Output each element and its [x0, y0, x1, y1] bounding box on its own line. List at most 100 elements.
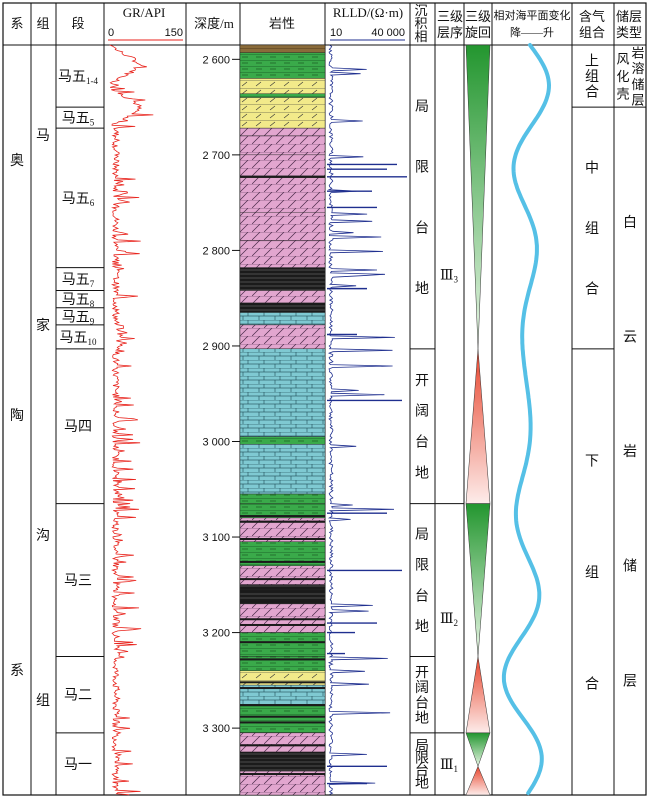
- facies-1-char-0: 开: [415, 374, 429, 389]
- segment-label-1: 马五5: [62, 111, 95, 128]
- facies-3-char-2: 台: [415, 695, 429, 711]
- header-sealevel: 相对海平面变化: [494, 8, 571, 22]
- segment-label-6: 马五10: [60, 330, 98, 347]
- interbed-line: [240, 755, 325, 758]
- facies-3-char-3: 地: [415, 711, 429, 727]
- column-dividers: [30, 3, 615, 795]
- reservoir-a-char-0: 风: [616, 52, 629, 67]
- facies-0-char-1: 限: [415, 160, 429, 176]
- group-name-char-0: 马: [36, 128, 50, 144]
- reservoir-c-char-4: 层: [623, 674, 637, 689]
- facies-3-char-1: 阔: [415, 680, 429, 696]
- facies-1-char-3: 地: [415, 466, 429, 482]
- facies-4-char-1: 限: [415, 751, 429, 767]
- lithology-band-20: [239, 493, 326, 504]
- lithology-band-32: [239, 732, 326, 753]
- interbed-line: [240, 721, 325, 724]
- depth-label-1: 2 700: [202, 150, 230, 162]
- lithology-band-8: [239, 175, 326, 179]
- reservoir-a-char-2: 壳: [616, 87, 629, 102]
- system-name-char-2: 系: [10, 663, 24, 679]
- header-gas: 含气 组合: [579, 9, 605, 40]
- gas-group-2-char-2: 合: [585, 676, 599, 692]
- depth-label-2: 2 800: [202, 245, 230, 257]
- reservoir-c-char-0: 白: [623, 215, 637, 231]
- lithology-band-5: [239, 127, 326, 136]
- interbed-line: [240, 537, 325, 540]
- gas-group-1-char-2: 合: [585, 281, 599, 297]
- svg-text:相: 相: [414, 29, 427, 44]
- gr-curve: [109, 44, 154, 796]
- gas-group-2-char-1: 组: [585, 565, 599, 581]
- interbed-line: [240, 704, 325, 707]
- interbed-line: [240, 641, 325, 644]
- facies-3-char-0: 开: [415, 666, 429, 681]
- facies-1-char-2: 台: [415, 435, 429, 451]
- sequence-label-1: Ⅲ2: [440, 612, 458, 628]
- reservoir-c-char-1: 云: [623, 330, 637, 345]
- svg-text:含气: 含气: [579, 9, 605, 24]
- cycle-triangle-5: [465, 765, 491, 796]
- lithology-band-34: [239, 770, 326, 796]
- lithology-band-10: [239, 211, 326, 242]
- lithology-band-33: [239, 751, 326, 772]
- segment-label-9: 马二: [64, 688, 92, 704]
- depth-label-6: 3 200: [202, 628, 230, 640]
- interbed-line: [240, 773, 325, 776]
- interbed-line: [240, 618, 325, 621]
- interbed-line: [240, 623, 325, 626]
- reservoir-c-char-2: 岩: [623, 444, 637, 460]
- segment-label-3: 马五7: [62, 272, 95, 289]
- lithology-band-25: [239, 584, 326, 605]
- rlld-scale-max: 40 000: [371, 27, 405, 39]
- gr-scale-min: 0: [108, 27, 114, 39]
- header-cycle: 三级 旋回: [465, 9, 491, 40]
- sealevel-curve: [501, 43, 552, 796]
- facies-0-char-0: 局: [415, 100, 429, 115]
- rlld-scale-min: 10: [330, 27, 342, 39]
- lithology-band-3: [239, 93, 326, 98]
- facies-4-char-2: 台: [415, 763, 429, 779]
- interbed-line: [240, 687, 325, 690]
- segment-label-8: 马三: [64, 573, 92, 589]
- lithology-band-17: [239, 348, 326, 437]
- reservoir-b-char-0: 岩: [631, 46, 644, 61]
- svg-text:三级: 三级: [437, 9, 463, 24]
- depth-axis: 2 600 2 700 2 800 2 900 3 000 3 100 3 200 3 300: [202, 54, 240, 735]
- group-name-char-3: 组: [36, 693, 50, 709]
- lithology-band-11: [239, 240, 326, 268]
- header-gr: GR/API: [123, 5, 166, 20]
- lithology-band-0: [239, 44, 326, 53]
- gas-group-0-char-2: 合: [585, 85, 599, 101]
- lithology-band-7: [239, 154, 326, 177]
- lithology-band-9: [239, 177, 326, 213]
- svg-text:沉: 沉: [414, 3, 427, 18]
- gas-group-2-char-0: 下: [585, 454, 599, 469]
- segment-label-2: 马五6: [62, 191, 95, 208]
- interbed-line: [240, 681, 325, 684]
- interbed-line: [240, 589, 325, 592]
- lithology-band-24: [239, 565, 326, 586]
- cycle-triangle-2: [465, 503, 491, 657]
- lithology-band-16: [239, 324, 326, 350]
- lithology-band-1: [239, 52, 326, 79]
- header-depth: 深度/m: [194, 16, 234, 31]
- lithology-column: [239, 44, 326, 796]
- lithology-band-14: [239, 302, 326, 313]
- gas-group-0-char-1: 组: [585, 69, 599, 85]
- lithology-band-2: [239, 78, 326, 94]
- segment-label-0: 马五1-4: [58, 69, 98, 86]
- header-rlld: RLLD/(Ω·m): [333, 5, 403, 20]
- segment-label-5: 马五9: [62, 309, 95, 326]
- lithology-band-31: [239, 704, 326, 734]
- group-name-char-1: 家: [36, 317, 50, 334]
- depth-label-7: 3 300: [202, 723, 230, 735]
- interbed-line: [240, 658, 325, 661]
- segment-label-7: 马四: [64, 419, 92, 435]
- depth-label-5: 3 100: [202, 532, 230, 544]
- svg-text:三级: 三级: [465, 9, 491, 24]
- interbed-line: [240, 744, 325, 747]
- lithology-band-12: [239, 267, 326, 291]
- header-lithology: 岩性: [269, 16, 295, 31]
